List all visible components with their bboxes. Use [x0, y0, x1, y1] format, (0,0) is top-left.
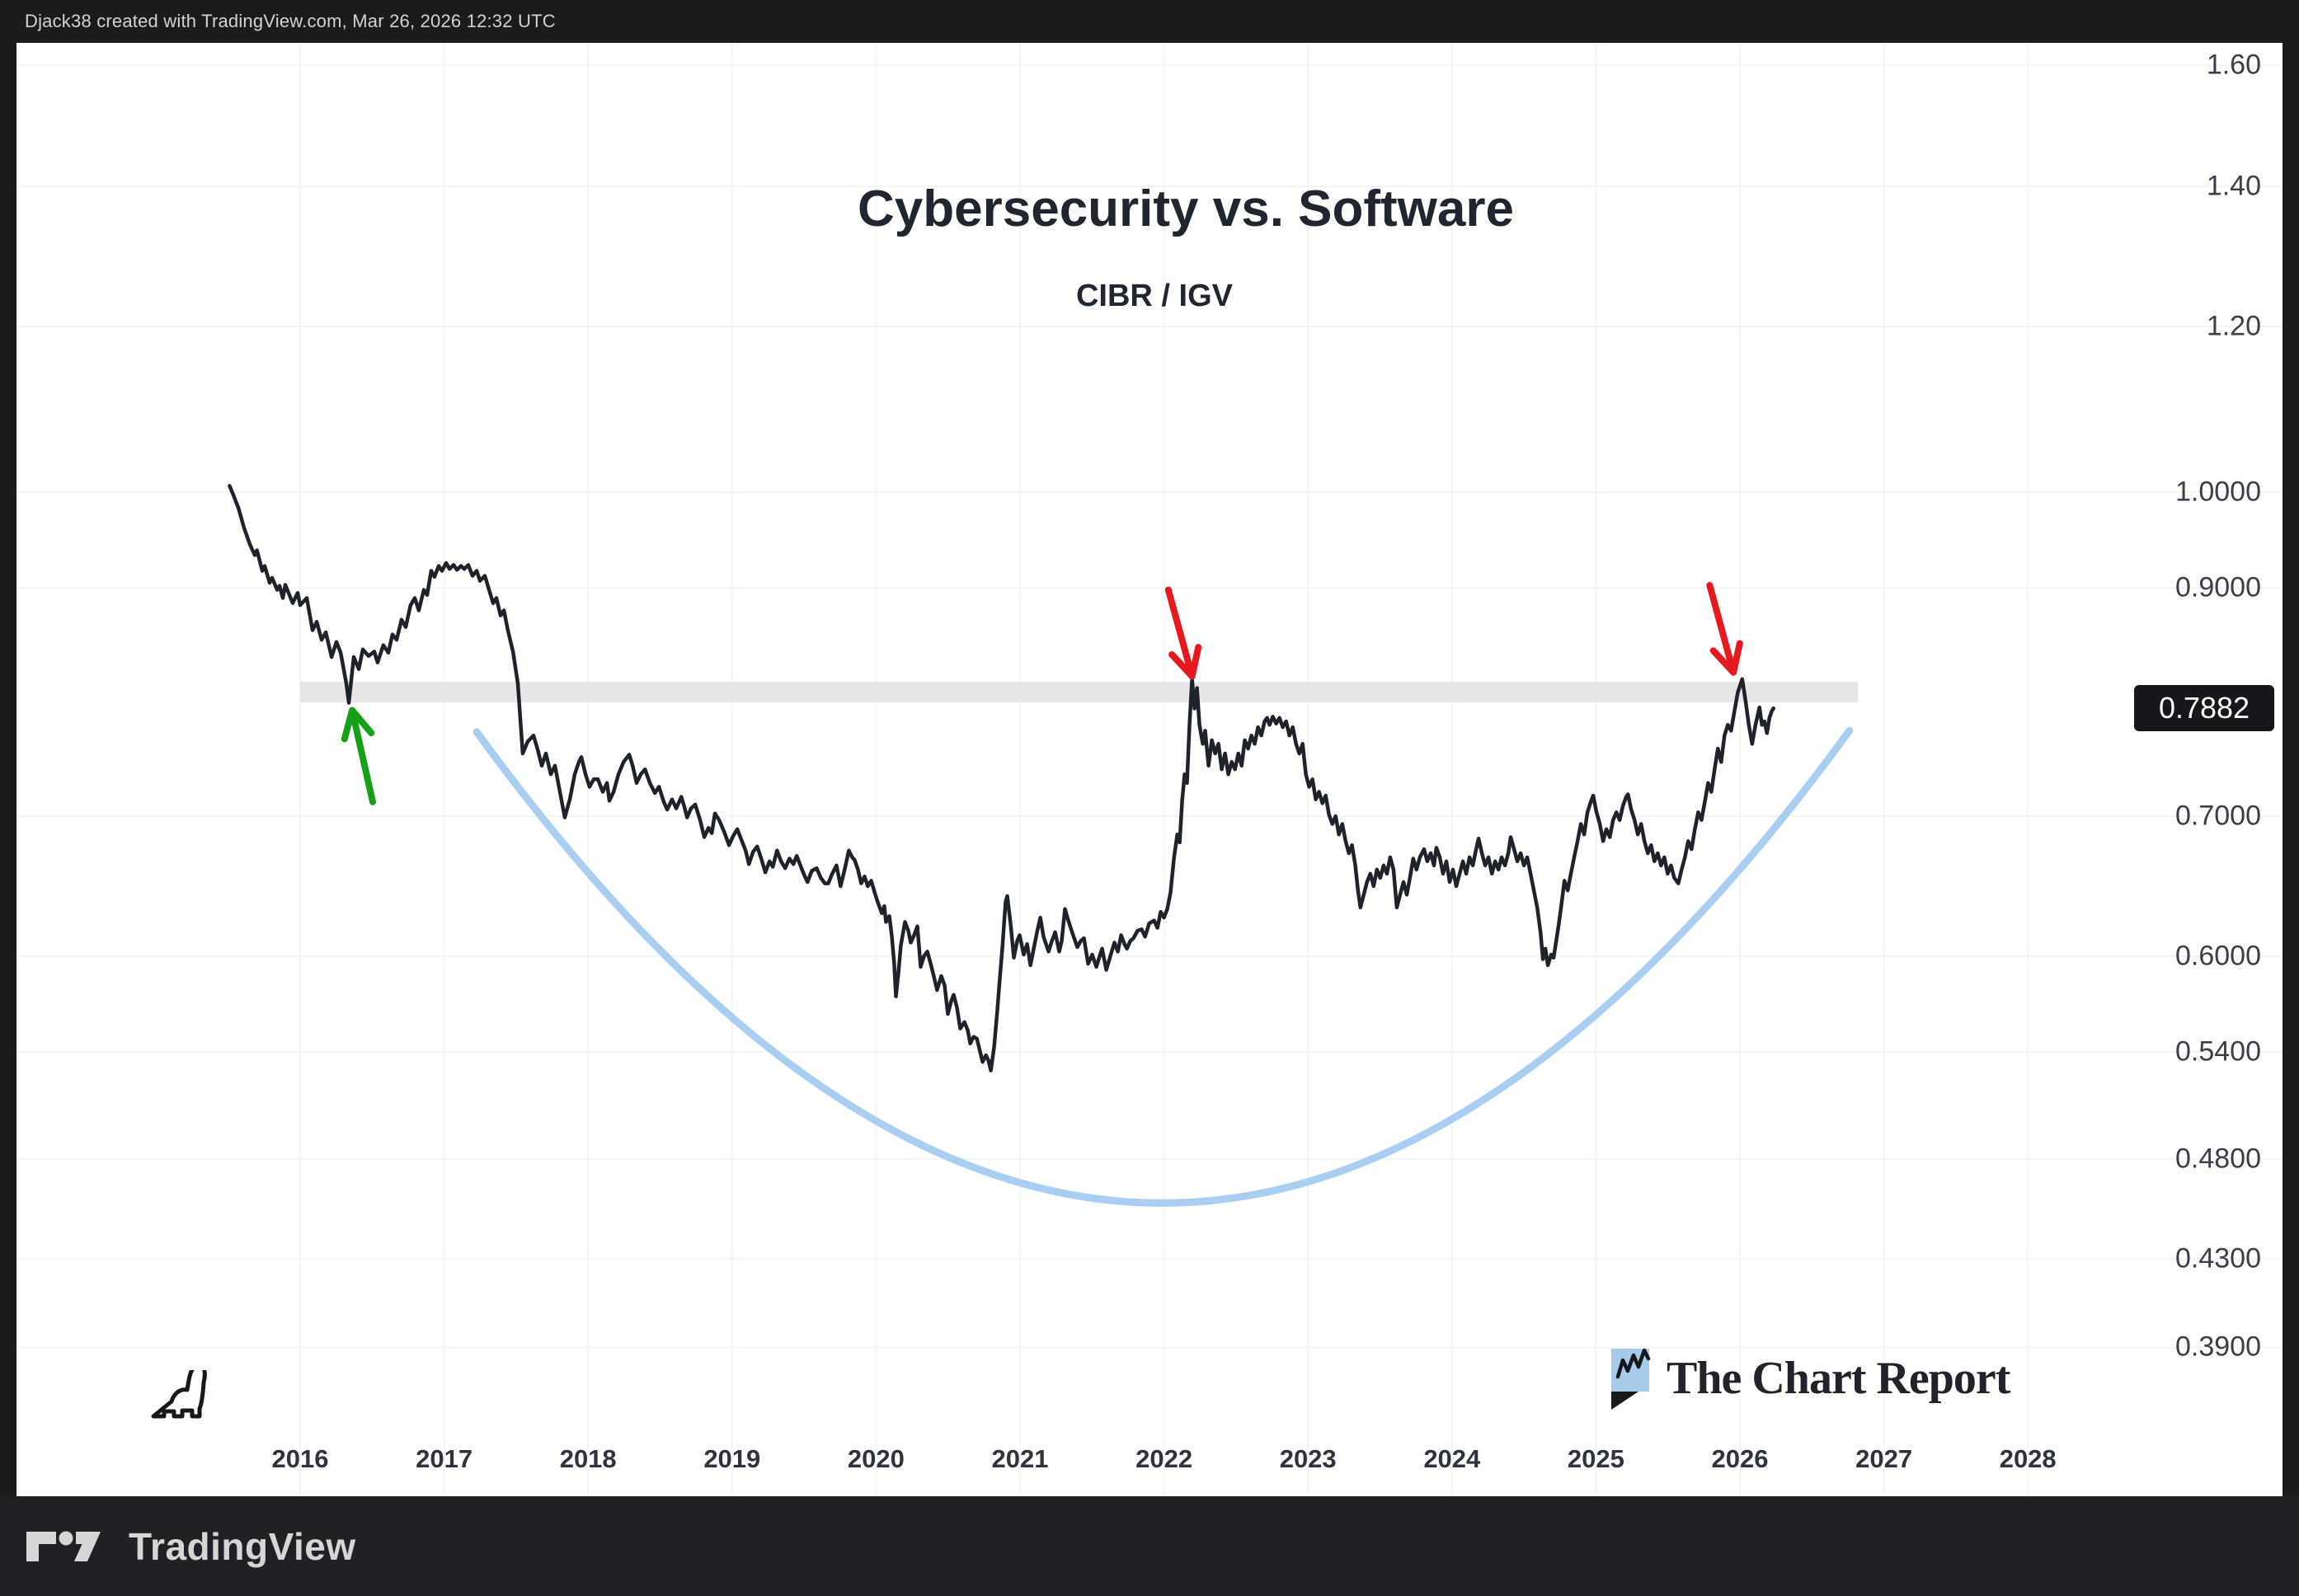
time-axis-label: 2027 — [1855, 1444, 1913, 1473]
up-arrow-icon — [341, 706, 376, 805]
price-axis-label: 1.20 — [2206, 310, 2261, 342]
last-price-value: 0.7882 — [2158, 691, 2250, 725]
time-axis-label: 2020 — [847, 1444, 905, 1473]
chart-canvas[interactable] — [16, 43, 2283, 1496]
price-axis-label: 0.9000 — [2175, 571, 2261, 603]
price-axis-label: 1.60 — [2206, 49, 2261, 81]
time-axis-label: 2021 — [991, 1444, 1049, 1473]
price-axis-label: 0.4300 — [2175, 1242, 2261, 1274]
rounding-bottom-curve — [472, 726, 1854, 1207]
chart-report-name: The Chart Report — [1667, 1353, 2010, 1404]
price-line — [228, 484, 1775, 1073]
time-axis-label: 2025 — [1567, 1444, 1624, 1473]
chart-subtitle: CIBR / IGV — [1075, 279, 1234, 313]
time-axis-label: 2024 — [1423, 1444, 1481, 1473]
time-axis-label: 2018 — [559, 1444, 617, 1473]
tradingview-name: TradingView — [129, 1524, 356, 1568]
chart-report-zigzag-icon — [1611, 1348, 1651, 1410]
time-axis-label: 2016 — [271, 1444, 329, 1473]
time-axis-label: 2019 — [703, 1444, 761, 1473]
time-axis-label: 2026 — [1711, 1444, 1769, 1473]
attribution-bar: Djack38 created with TradingView.com, Ma… — [0, 0, 2299, 43]
footer-bar: TradingView — [0, 1496, 2299, 1596]
time-axis-label: 2017 — [416, 1444, 473, 1473]
price-axis-label: 1.0000 — [2175, 476, 2261, 508]
chart-title: Cybersecurity vs. Software — [857, 181, 1515, 237]
price-axis-label: 0.3900 — [2175, 1331, 2261, 1363]
price-axis-label: 0.7000 — [2175, 800, 2261, 832]
price-axis-label: 1.40 — [2206, 170, 2261, 202]
time-axis-label: 2028 — [1999, 1444, 2057, 1473]
down-arrow-icon — [1164, 586, 1202, 680]
dinosaur-watermark-icon — [151, 1370, 207, 1419]
price-axis-label: 0.5400 — [2175, 1035, 2261, 1068]
tradingview-logo-icon — [26, 1531, 101, 1561]
last-price-tag: 0.7882 — [2134, 685, 2274, 732]
tradingview-logo[interactable]: TradingView — [25, 1524, 356, 1569]
chart-report-logo: The Chart Report — [1610, 1344, 2010, 1413]
time-axis-label: 2023 — [1279, 1444, 1337, 1473]
resistance-band — [300, 682, 1859, 702]
time-axis-label: 2022 — [1135, 1444, 1193, 1473]
price-axis-label: 0.6000 — [2175, 940, 2261, 972]
attribution-text: Djack38 created with TradingView.com, Ma… — [25, 11, 556, 31]
price-axis-label: 0.4800 — [2175, 1143, 2261, 1175]
down-arrow-icon — [1706, 582, 1743, 676]
